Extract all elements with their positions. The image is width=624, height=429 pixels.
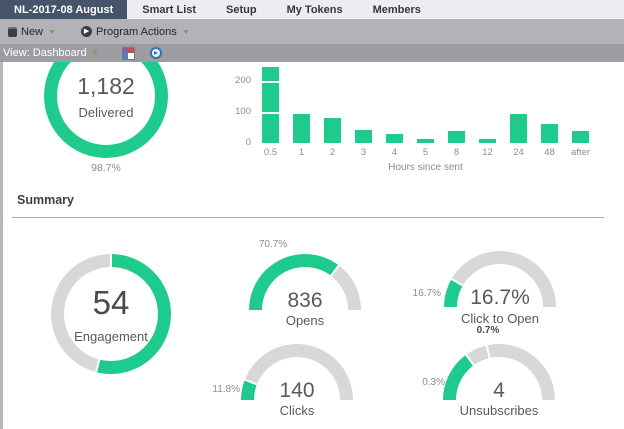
tab-members[interactable]: Members xyxy=(372,3,421,16)
tab-setup[interactable]: Setup xyxy=(226,3,257,16)
opens-value: 836 xyxy=(287,289,323,310)
unsubscribes-value: 4 xyxy=(493,379,505,400)
opens-percent: 70.7% xyxy=(258,239,288,250)
chevron-down-icon xyxy=(91,51,98,55)
opens-gauge-chart: 836 xyxy=(249,254,361,310)
bar xyxy=(479,138,496,143)
chevron-down-icon xyxy=(182,29,189,34)
click-to-open-value: 16.7% xyxy=(470,286,530,307)
bar xyxy=(293,114,310,143)
click-to-open-percent: 16.7% xyxy=(412,288,441,299)
bar xyxy=(541,124,558,143)
view-bar: View: Dashboard xyxy=(0,44,624,62)
bar-category-label: 0.5 xyxy=(263,147,278,158)
new-icon xyxy=(8,26,17,37)
bar xyxy=(262,67,279,143)
bar-category-label: 4 xyxy=(391,147,398,158)
bar-category-label: after xyxy=(570,147,590,158)
program-actions-label: Program Actions xyxy=(96,25,177,38)
summary-divider xyxy=(12,217,604,218)
bar-category-label: 8 xyxy=(453,147,460,158)
unsubscribes-gauge-chart: 4 xyxy=(443,344,555,400)
bar-category-labels: 0.5 1 2 3 4 5 8 12 24 48 after xyxy=(255,147,596,158)
clicks-percent: 11.8% xyxy=(212,384,240,395)
bar-series xyxy=(255,62,596,143)
engagement-label: Engagement xyxy=(74,329,148,344)
bar-category-label: 3 xyxy=(360,147,367,158)
bar xyxy=(448,131,465,143)
summary-heading: Summary xyxy=(17,193,74,207)
tab-my-tokens[interactable]: My Tokens xyxy=(286,3,343,16)
delivered-label: Delivered xyxy=(78,104,134,120)
bar xyxy=(355,129,372,143)
delivered-donut-chart: 1,182 Delivered xyxy=(44,62,168,158)
bar xyxy=(386,133,403,143)
bar-category-label: 48 xyxy=(544,147,555,158)
bar xyxy=(510,112,527,143)
bar xyxy=(324,117,341,143)
bar xyxy=(417,139,434,143)
bar-category-label: 1 xyxy=(298,147,305,158)
clicks-label: Clicks xyxy=(279,403,315,418)
click-to-open-gauge-chart: 16.7% xyxy=(444,251,556,307)
y-axis-tick: 100 xyxy=(235,106,251,117)
bar-category-label: 5 xyxy=(422,147,429,158)
tab-smart-list[interactable]: Smart List xyxy=(142,3,197,16)
program-actions-button[interactable]: ▶ Program Actions xyxy=(81,26,189,38)
view-dashboard-dropdown[interactable]: View: Dashboard xyxy=(3,47,98,59)
tab-program-name[interactable]: NL-2017-08 August xyxy=(0,0,128,19)
tab-bar: NL-2017-08 August Smart List Setup My To… xyxy=(0,0,624,19)
change-view-icon[interactable] xyxy=(121,46,135,60)
x-axis-title: Hours since sent xyxy=(388,162,463,173)
view-dashboard-label: View: Dashboard xyxy=(3,47,87,59)
unsubscribes-benchmark-percent: 0.7% xyxy=(476,325,500,336)
delivered-percent: 98.7% xyxy=(91,162,121,174)
click-to-open-label: Click to Open xyxy=(460,311,540,326)
engagement-donut-chart: 54 Engagement xyxy=(51,254,171,374)
engagement-value: 54 xyxy=(92,284,130,321)
delivered-value: 1,182 xyxy=(77,72,135,99)
unsubscribes-label: Unsubscribes xyxy=(459,403,539,418)
program-actions-icon: ▶ xyxy=(81,26,93,37)
dashboard-content: 1,182 Delivered 98.7% 0.5 1 2 3 4 5 8 12 24 48 aft… xyxy=(3,62,624,429)
bar-category-label: 12 xyxy=(482,147,493,158)
y-axis-tick: 0 xyxy=(245,137,251,148)
new-button-label: New xyxy=(21,25,44,38)
chevron-down-icon xyxy=(49,29,56,34)
bar-category-label: 24 xyxy=(513,147,524,158)
gridline xyxy=(255,81,596,83)
gridline xyxy=(255,112,596,114)
refresh-icon[interactable] xyxy=(149,47,162,59)
bar-category-label: 2 xyxy=(329,147,336,158)
bar xyxy=(572,130,589,143)
opens-label: Opens xyxy=(285,313,325,328)
y-axis-tick: 200 xyxy=(235,75,251,86)
unsubscribes-percent: 0.3% xyxy=(422,377,445,388)
toolbar: New ▶ Program Actions xyxy=(0,19,624,44)
new-button[interactable]: New xyxy=(8,25,56,38)
clicks-value: 140 xyxy=(279,379,315,400)
clicks-gauge-chart: 140 xyxy=(241,344,353,400)
